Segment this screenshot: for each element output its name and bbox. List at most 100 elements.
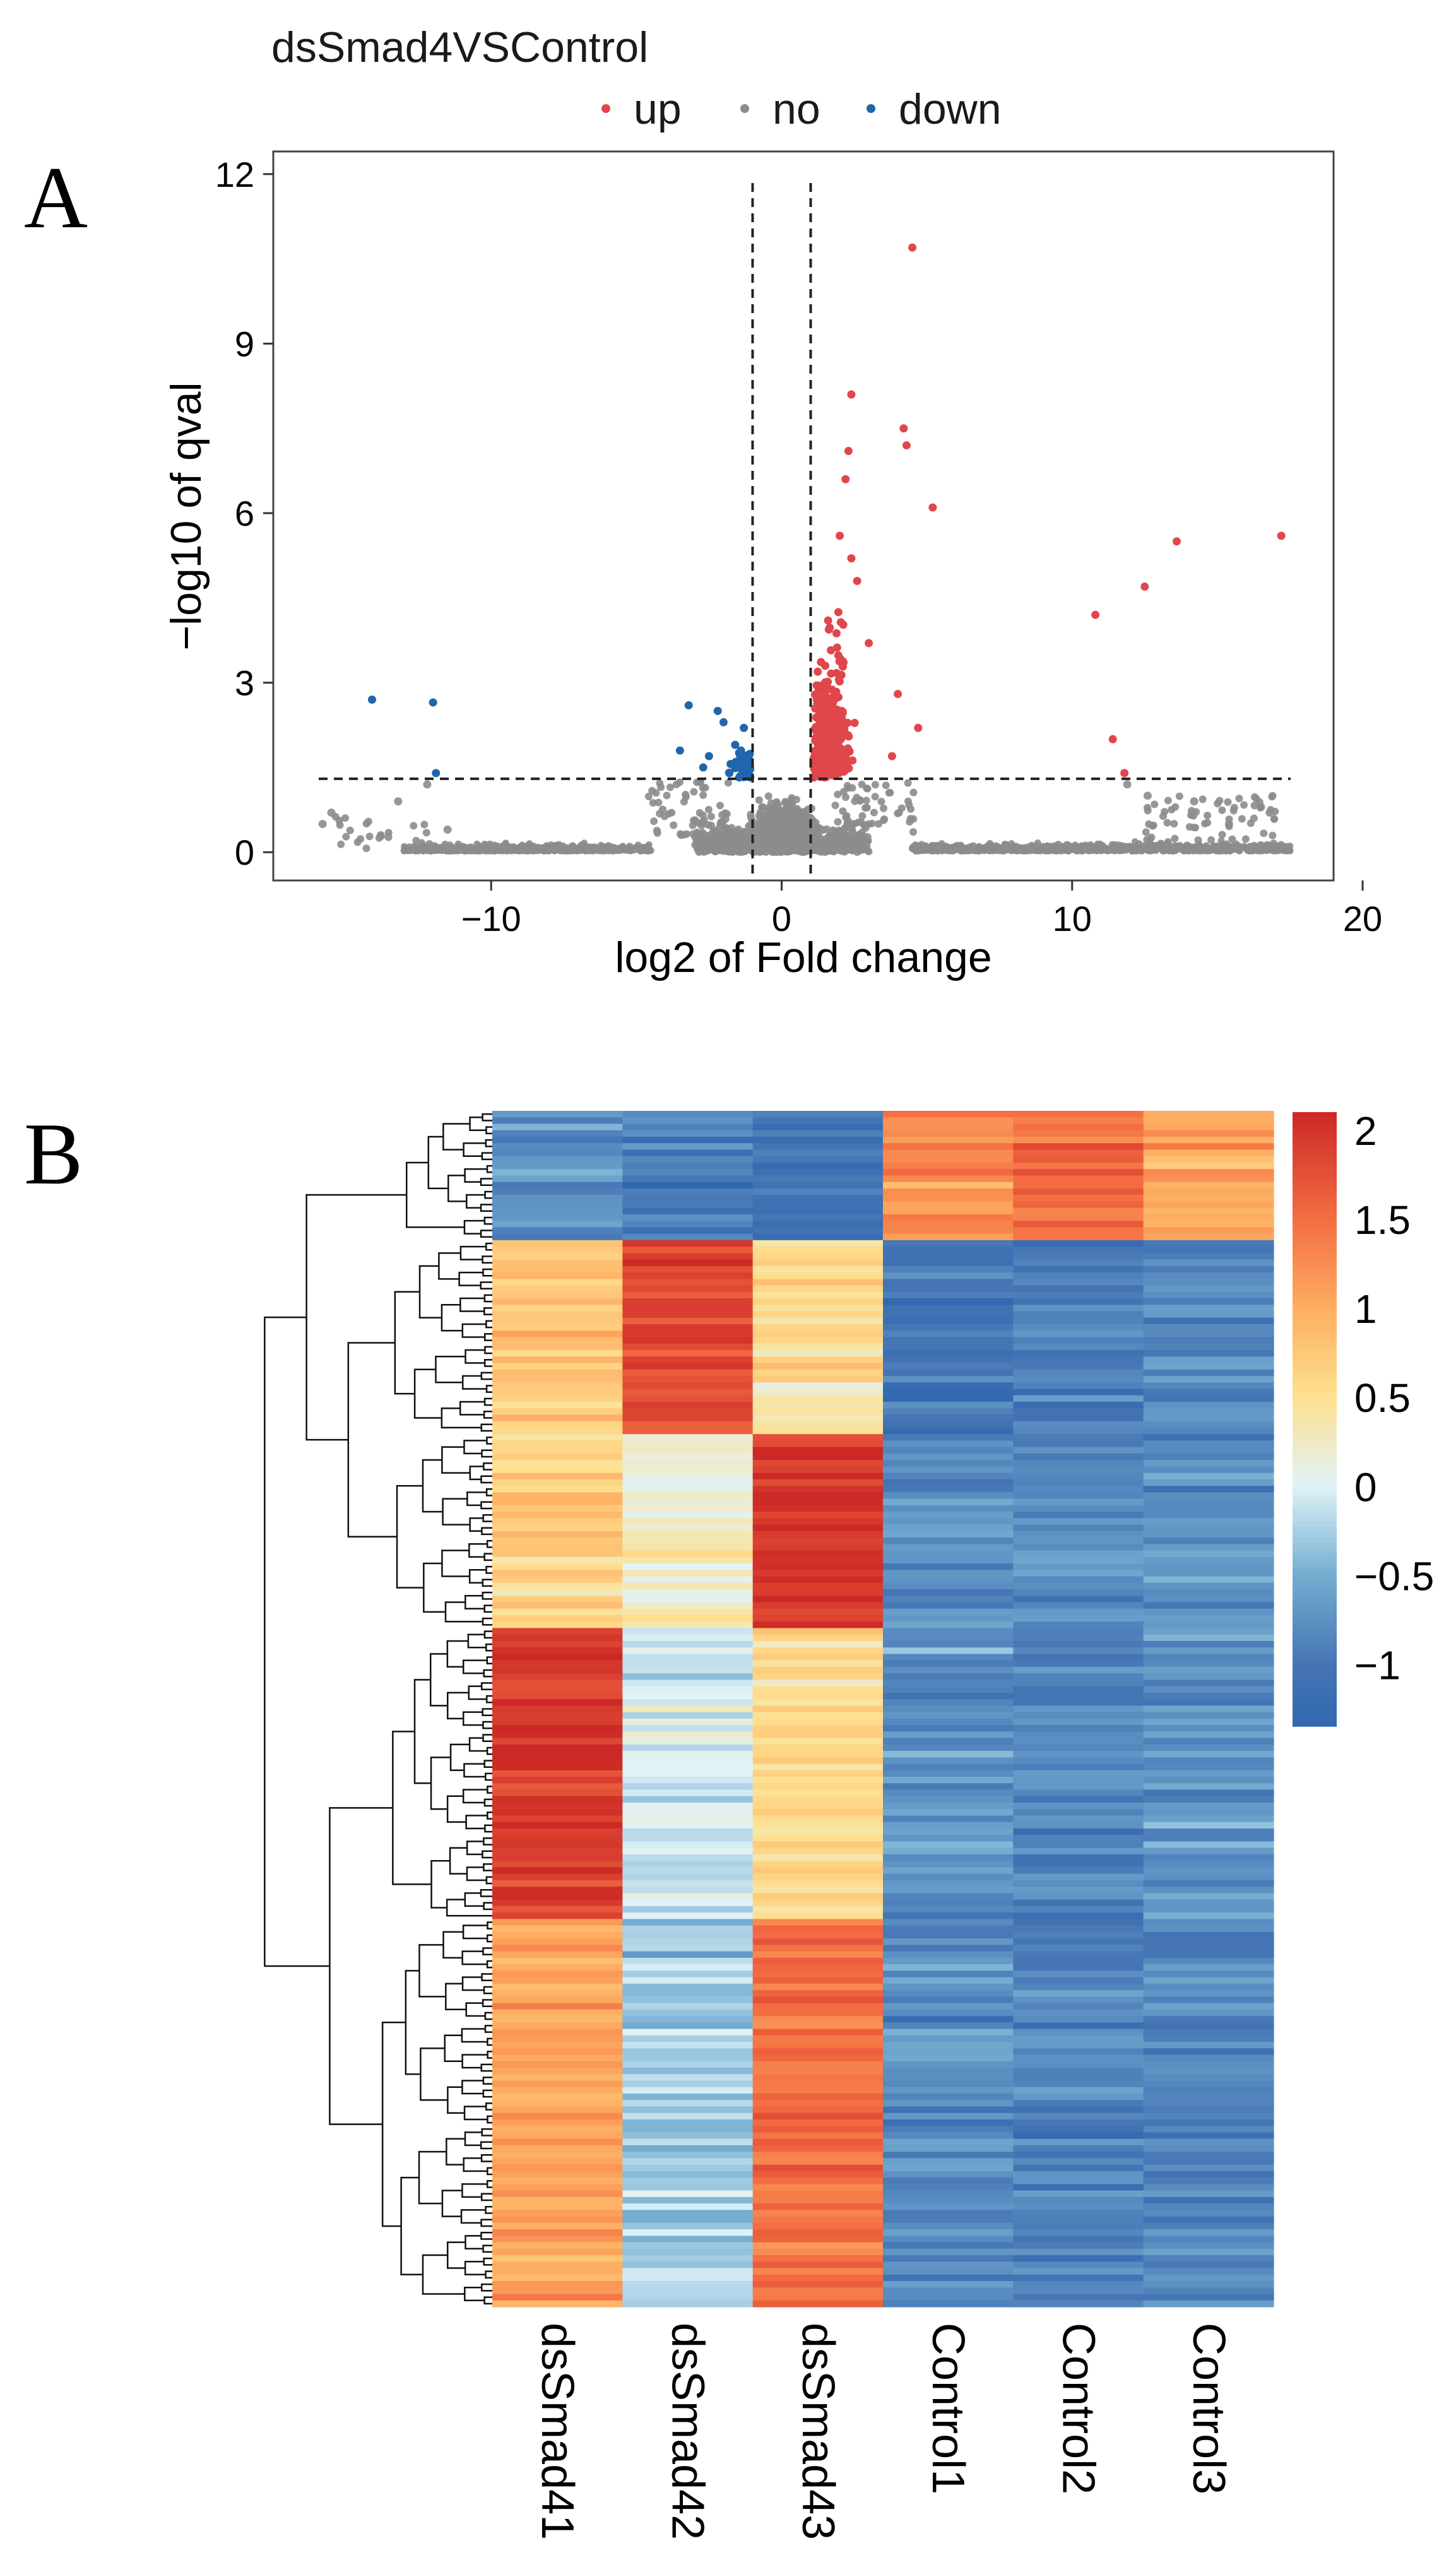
- point-down: [429, 698, 437, 707]
- point-no: [557, 846, 564, 854]
- dendrogram-branch: [486, 1437, 492, 1445]
- dendrogram-branch: [462, 1924, 488, 1940]
- point-no: [1108, 845, 1116, 853]
- point-no: [327, 809, 336, 817]
- point-up: [1120, 769, 1129, 778]
- point-no: [831, 832, 839, 840]
- point-no: [1241, 835, 1250, 843]
- point-up: [816, 711, 825, 720]
- dendrogram-branch: [480, 1230, 492, 1238]
- point-no: [950, 844, 958, 852]
- point-up: [837, 715, 846, 724]
- heatmap-cell: [752, 1111, 884, 1118]
- point-no: [1216, 797, 1224, 805]
- dendrogram-branch: [482, 1617, 492, 1626]
- point-no: [410, 845, 418, 853]
- point-no: [787, 798, 795, 807]
- x-tick-label: −10: [461, 899, 521, 939]
- point-no: [484, 844, 492, 852]
- point-up: [1172, 537, 1181, 546]
- point-no: [518, 842, 526, 850]
- dendrogram-branch: [482, 2077, 492, 2085]
- point-no: [1175, 792, 1183, 800]
- dendrogram-branch: [483, 1760, 492, 1768]
- dendrogram-branch: [485, 1488, 492, 1496]
- point-no: [1229, 807, 1238, 815]
- point-down: [740, 723, 749, 732]
- point-no: [1278, 845, 1286, 853]
- dendrogram-branch: [486, 1164, 492, 1173]
- heatmap-cell: [1143, 1111, 1274, 1118]
- heatmap-cell: [622, 1162, 754, 1170]
- dendrogram-branch: [482, 1721, 492, 1729]
- heatmap-cell: [1013, 1130, 1144, 1137]
- heatmap-cell: [492, 1136, 623, 1144]
- dendrogram-branch: [482, 1255, 492, 1264]
- heatmap-cell: [1143, 1162, 1274, 1170]
- point-down: [713, 706, 722, 715]
- heatmap-cell: [752, 1169, 884, 1176]
- heatmap-cell: [1143, 1156, 1274, 1163]
- dendrogram-branch: [442, 1123, 470, 1151]
- point-no: [1151, 800, 1159, 809]
- point-down: [736, 771, 745, 780]
- dendrogram-branch: [441, 1407, 482, 1429]
- dendrogram-branch: [482, 2244, 492, 2253]
- point-no: [401, 843, 408, 850]
- point-down: [675, 746, 684, 755]
- dendrogram-branch: [461, 1976, 485, 1991]
- point-up: [836, 531, 844, 540]
- legend-marker-no: [740, 104, 749, 113]
- point-no: [682, 790, 690, 798]
- point-no: [1079, 847, 1086, 855]
- dendrogram-branch: [461, 2080, 483, 2095]
- point-no: [649, 799, 657, 807]
- dendrogram-branch: [394, 1291, 420, 1395]
- dendrogram-branch: [483, 1863, 492, 1871]
- point-no: [571, 845, 579, 853]
- point-no: [1218, 831, 1226, 839]
- dendrogram-branch: [464, 2131, 482, 2147]
- point-no: [769, 843, 777, 851]
- heatmap-cell: [883, 1162, 1014, 1170]
- dendrogram-branch: [485, 1242, 492, 1251]
- point-no: [716, 802, 724, 810]
- point-no: [420, 821, 429, 829]
- point-no: [904, 797, 912, 805]
- point-no: [1190, 824, 1198, 832]
- heatmap-cell: [1143, 1169, 1274, 1176]
- point-no: [711, 829, 719, 838]
- point-no: [851, 797, 859, 805]
- point-no: [871, 781, 879, 789]
- dendrogram-branch: [483, 2257, 492, 2266]
- dendrogram-branch: [446, 1640, 468, 1668]
- point-no: [776, 810, 784, 818]
- heatmap-cell: [883, 1143, 1014, 1151]
- point-no: [394, 797, 403, 806]
- point-no: [476, 847, 484, 855]
- point-no: [507, 847, 515, 855]
- dendrogram-branch: [480, 2219, 492, 2227]
- point-no: [721, 824, 730, 833]
- point-no: [318, 819, 327, 828]
- dendrogram-branch: [461, 1323, 487, 1338]
- point-no: [362, 844, 370, 853]
- dendrogram-branch: [485, 1385, 492, 1393]
- dendrogram-branch: [447, 2086, 465, 2114]
- dendrogram-branch: [441, 2190, 463, 2217]
- dendrogram-branch: [406, 1161, 465, 1228]
- y-tick-label: 12: [215, 155, 254, 194]
- heatmap-cells: [492, 1111, 1274, 2308]
- dendrogram-branch: [418, 2150, 447, 2205]
- point-up: [824, 684, 833, 693]
- point-no: [906, 805, 914, 813]
- dendrogram-branch: [483, 1411, 492, 1419]
- point-up: [826, 710, 834, 719]
- dendrogram-branch: [482, 1947, 492, 1955]
- dendrogram-branch: [264, 1316, 330, 1967]
- point-no: [1285, 844, 1293, 851]
- dendrogram-branch: [480, 1204, 492, 1212]
- heatmap-cell: [883, 1111, 1014, 1118]
- point-no: [932, 842, 939, 850]
- dendrogram-branch: [446, 1899, 492, 1917]
